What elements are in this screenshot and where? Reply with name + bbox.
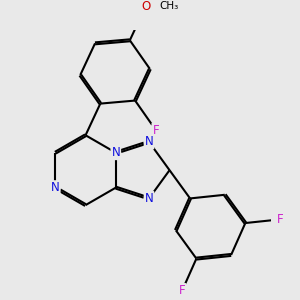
Text: F: F — [277, 213, 284, 226]
Text: CH₃: CH₃ — [159, 2, 178, 11]
Text: N: N — [51, 181, 60, 194]
Text: O: O — [141, 0, 150, 13]
Text: N: N — [145, 135, 153, 148]
Text: N: N — [111, 146, 120, 159]
Text: F: F — [179, 284, 185, 297]
Text: N: N — [145, 192, 153, 205]
Text: F: F — [152, 124, 159, 136]
